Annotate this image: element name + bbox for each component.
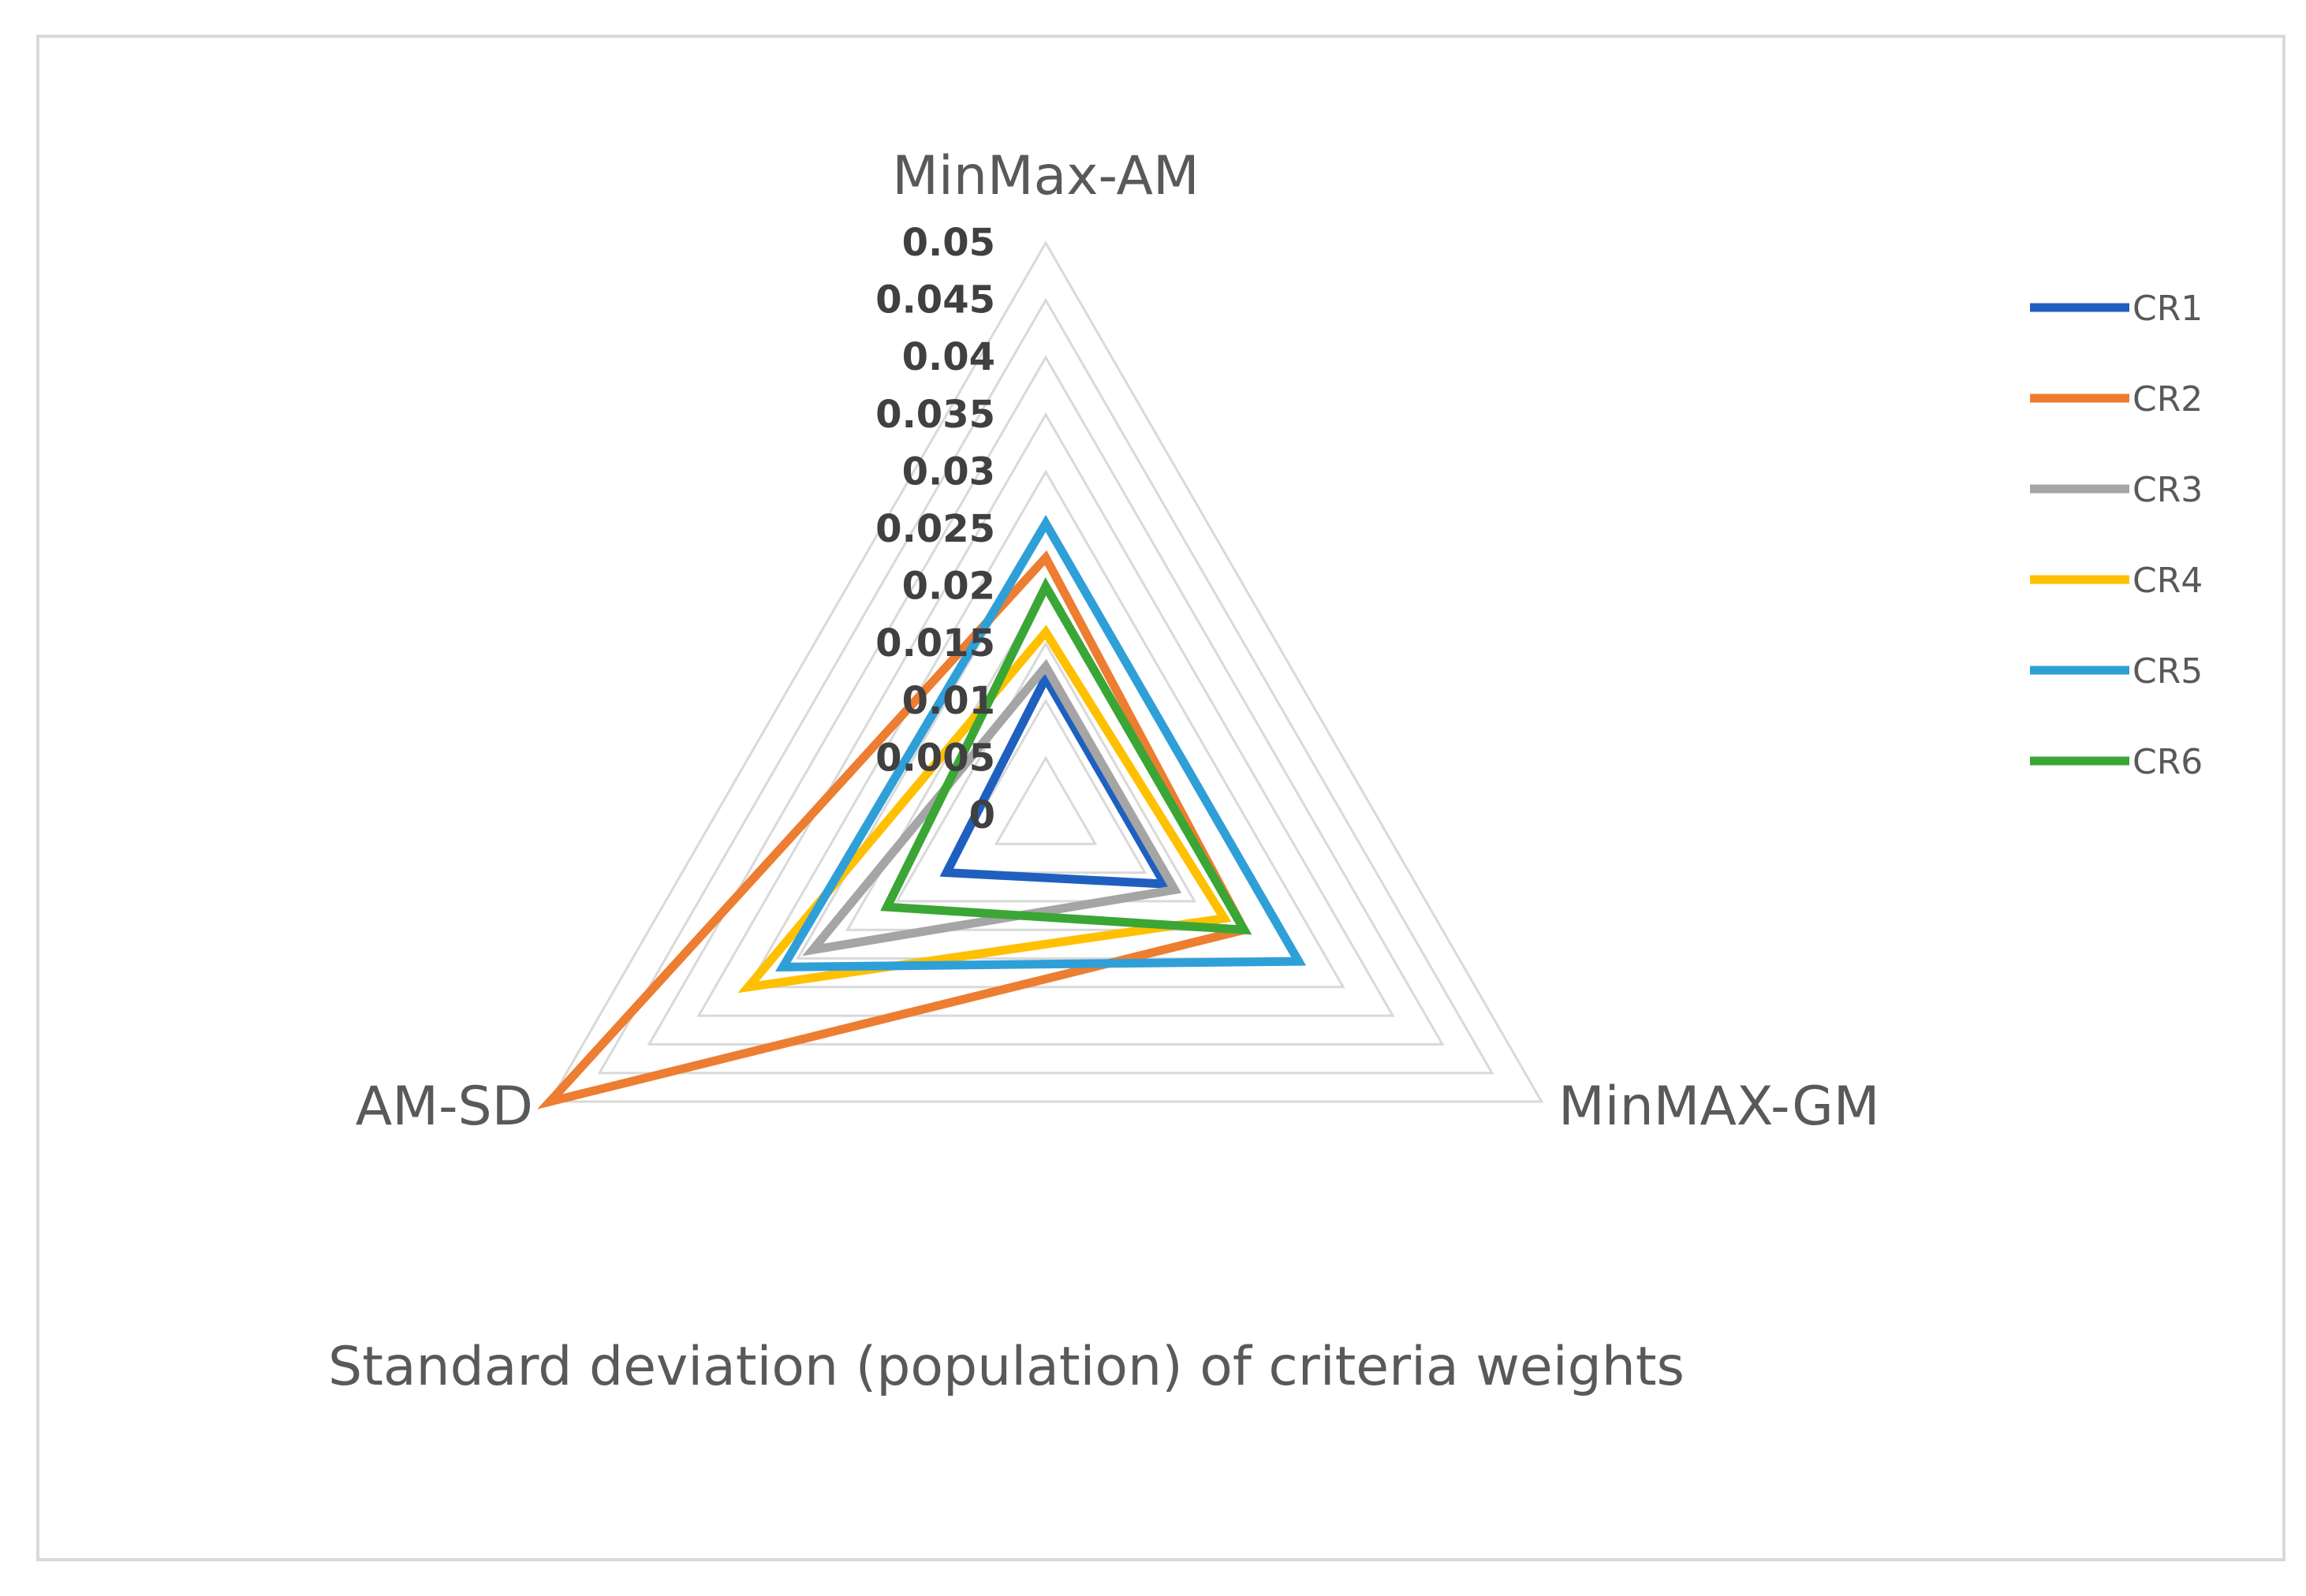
radar-grid (547, 241, 1544, 1103)
series-cr3 (801, 658, 1182, 956)
axis-label-minmax-am: MinMax-AM (892, 145, 1199, 207)
tick-label-2: 0.01 (902, 679, 995, 723)
series-cr1 (939, 669, 1173, 889)
grid-ring-6 (746, 469, 1345, 989)
axis-label-am-sd: AM-SD (356, 1076, 533, 1138)
grid-ring-9 (597, 297, 1494, 1075)
series-cr2 (536, 550, 1251, 1109)
chart-title: Standard deviation (population) of crite… (328, 1336, 1685, 1398)
tick-label-5: 0.025 (875, 507, 995, 551)
legend-label-cr6: CR6 (2132, 742, 2203, 782)
grid-ring-8 (647, 355, 1445, 1046)
tick-label-4: 0.02 (902, 565, 995, 609)
tick-label-6: 0.03 (902, 449, 995, 494)
grid-ring-1 (994, 755, 1098, 845)
tick-label-10: 0.05 (902, 221, 995, 265)
legend-label-cr2: CR2 (2132, 379, 2203, 420)
series-cr6 (880, 576, 1252, 935)
grid-ring-3 (894, 641, 1197, 903)
radial-tick-labels: 0 0.005 0.01 0.015 0.02 0.025 0.03 0.035 0.04 0.0… (875, 221, 995, 837)
legend-label-cr4: CR4 (2132, 561, 2203, 601)
legend-label-cr1: CR1 (2132, 289, 2203, 329)
grid-ring-7 (696, 412, 1395, 1017)
tick-label-3: 0.015 (875, 621, 995, 666)
axis-label-minmax-gm: MinMAX-GM (1558, 1076, 1879, 1138)
grid-ring-10 (547, 241, 1544, 1103)
legend-label-cr3: CR3 (2132, 470, 2203, 510)
tick-label-8: 0.04 (902, 335, 995, 379)
radar-series (536, 514, 1307, 1109)
series-cr5 (775, 514, 1307, 971)
chart-frame (36, 35, 2285, 1561)
tick-label-7: 0.035 (875, 393, 995, 437)
legend: CR1 CR2 CR3 CR4 CR5 CR6 (2030, 289, 2203, 782)
grid-ring-2 (944, 698, 1147, 874)
tick-label-1: 0.005 (875, 736, 995, 780)
legend-label-cr5: CR5 (2132, 651, 2203, 692)
tick-label-0: 0 (969, 793, 995, 837)
series-cr4 (737, 625, 1232, 994)
tick-label-9: 0.045 (875, 278, 995, 323)
